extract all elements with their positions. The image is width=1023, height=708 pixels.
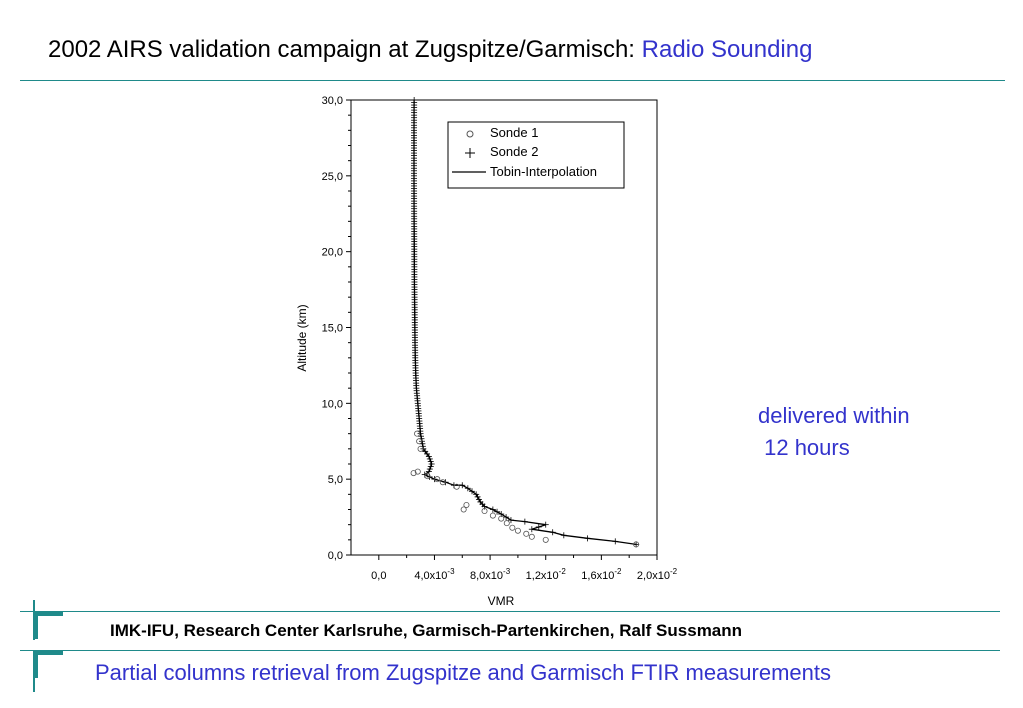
- series-point-sonde-1: [481, 508, 488, 515]
- series-point-sonde-1: [489, 512, 496, 519]
- series-point-sonde-2: [549, 529, 556, 536]
- series-point-sonde-1: [498, 515, 505, 522]
- corner-mark-bottom-stem: [33, 650, 38, 678]
- series-point-sonde-1: [414, 468, 421, 475]
- legend-box: [447, 121, 625, 189]
- series-point-sonde-1: [503, 520, 510, 527]
- series-point-sonde-2: [612, 538, 619, 545]
- series-point-sonde-2: [426, 455, 433, 462]
- series-point-sonde-2: [528, 526, 535, 533]
- header-rule: [20, 80, 1005, 81]
- x-tick-label: 1,6x10-2: [581, 567, 622, 582]
- delivery-note: delivered within 12 hours: [758, 403, 910, 460]
- series-point-sonde-1: [453, 483, 460, 490]
- footer-subtitle: Partial columns retrieval from Zugspitze…: [95, 660, 832, 685]
- series-point-sonde-1: [633, 541, 640, 548]
- series-point-sonde-2: [560, 532, 567, 539]
- series-point-sonde-1: [416, 438, 423, 445]
- series-point-sonde-1: [509, 524, 516, 531]
- corner-mark-bottom-line: [33, 650, 35, 692]
- series-point-sonde-1: [434, 476, 441, 483]
- y-tick-label: 5,0: [328, 474, 343, 486]
- page-title: 2002 AIRS validation campaign at Zugspit…: [48, 36, 812, 64]
- x-tick-label: 4,0x10-3: [414, 567, 455, 582]
- series-point-sonde-1: [542, 536, 549, 543]
- x-tick-label: 0,0: [371, 570, 386, 582]
- series-point-sonde-1: [410, 470, 417, 477]
- series-point-sonde-2: [489, 506, 496, 513]
- series-point-sonde-2: [426, 466, 433, 473]
- series-point-sonde-2: [469, 488, 476, 495]
- corner-mark-top-stem: [33, 611, 38, 639]
- legend-label: Sonde 1: [490, 125, 538, 140]
- corner-mark-top-bar: [33, 611, 63, 616]
- series-point-sonde-2: [503, 514, 510, 521]
- footer-institution: IMK-IFU, Research Center Karlsruhe, Garm…: [110, 621, 743, 640]
- series-point-sonde-2: [475, 496, 482, 503]
- series-point-sonde-2: [521, 518, 528, 525]
- series-point-sonde-2: [474, 493, 481, 500]
- series-point-sonde-1: [514, 527, 521, 534]
- x-tick-label: 8,0x10-3: [470, 567, 511, 582]
- x-tick-label: 2,0x10-2: [637, 567, 678, 582]
- series-point-sonde-2: [417, 430, 424, 437]
- series-point-sonde-1: [460, 506, 467, 513]
- legend-marker-sonde-1: [466, 130, 474, 138]
- footer-rule-bottom: [20, 650, 1000, 651]
- x-tick-label: 1,2x10-2: [526, 567, 567, 582]
- series-point-sonde-1: [417, 445, 424, 452]
- series-point-sonde-2: [427, 458, 434, 465]
- series-point-sonde-1: [463, 501, 470, 508]
- series-point-sonde-2: [425, 453, 432, 460]
- series-point-sonde-2: [428, 461, 435, 467]
- series-point-sonde-2: [535, 523, 542, 530]
- series-point-sonde-2: [633, 541, 640, 548]
- title-accent: Radio Sounding: [641, 36, 813, 63]
- series-point-sonde-1: [414, 430, 421, 437]
- series-point-sonde-1: [424, 473, 431, 480]
- y-tick-label: 15,0: [322, 323, 343, 335]
- y-tick-label: 10,0: [322, 398, 343, 410]
- corner-mark-bottom-bar: [33, 650, 63, 655]
- corner-mark-top-line: [33, 600, 35, 640]
- x-axis-label: VMR: [488, 594, 515, 608]
- y-tick-label: 20,0: [322, 247, 343, 259]
- legend-label: Sonde 2: [490, 144, 538, 159]
- series-point-sonde-1: [523, 530, 530, 537]
- series-point-sonde-2: [542, 521, 549, 528]
- series-point-sonde-2: [584, 535, 591, 542]
- legend-label: Tobin-Interpolation: [490, 164, 597, 179]
- series-point-sonde-2: [473, 491, 480, 498]
- series-point-sonde-2: [507, 517, 514, 524]
- y-tick-label: 0,0: [328, 550, 343, 562]
- series-point-sonde-2: [427, 463, 434, 470]
- series-point-sonde-2: [418, 433, 425, 440]
- series-point-sonde-2: [494, 508, 501, 515]
- y-tick-label: 25,0: [322, 171, 343, 183]
- title-main: 2002 AIRS validation campaign at Zugspit…: [48, 36, 642, 63]
- series-point-sonde-1: [439, 479, 446, 486]
- series-point-sonde-1: [528, 533, 535, 540]
- y-tick-label: 30,0: [322, 95, 343, 107]
- footer-rule-top: [20, 611, 1000, 612]
- series-point-sonde-2: [459, 482, 466, 489]
- series-point-sonde-2: [464, 485, 471, 492]
- y-axis-label: Altitude (km): [295, 304, 309, 371]
